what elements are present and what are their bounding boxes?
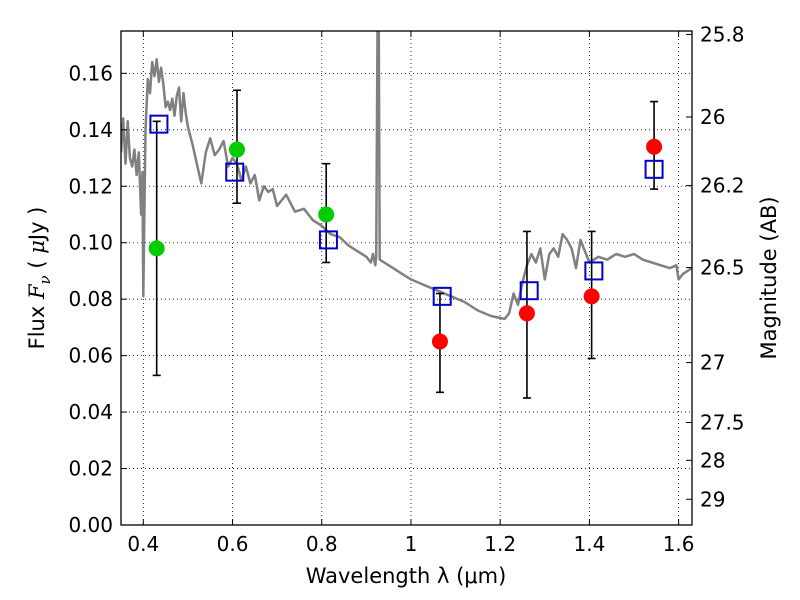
y-axis-title: Flux Fν ( μJy ) xyxy=(25,207,54,350)
tick-label-layer: 0.4 0.6 0.8 1 1.2 1.4 1.6 0.00 0.02 0.04 0.06 0.08 0… xyxy=(68,22,744,556)
y2-tick-label: 27.5 xyxy=(700,411,745,435)
y2-tick-label: 26.2 xyxy=(700,174,745,198)
y-tick-label: 0.04 xyxy=(68,400,113,424)
x-tick-label: 0.6 xyxy=(217,532,249,556)
x-tick-label: 1 xyxy=(405,532,418,556)
y2-tick-label: 29 xyxy=(700,487,725,511)
y-axis-title-text: Flux xyxy=(25,306,49,350)
x-tick-label: 1.6 xyxy=(663,532,695,556)
y2-tick-label: 28 xyxy=(700,448,725,472)
y-tick-label: 0.02 xyxy=(68,457,113,481)
x-tick-label: 0.4 xyxy=(127,532,159,556)
observed-flux-point xyxy=(583,288,600,305)
y2-tick-label: 26 xyxy=(700,105,725,129)
model-photometry-marker xyxy=(644,159,664,179)
spectrum-layer xyxy=(121,31,692,321)
y-axis-title-symbol: F xyxy=(25,283,49,300)
x-tick-label: 0.8 xyxy=(306,532,338,556)
observed-flux-point xyxy=(518,305,535,322)
model-photometry-marker xyxy=(149,114,169,134)
observed-flux-point xyxy=(228,141,245,158)
y-axis-title-symbol-sub: ν xyxy=(36,275,54,284)
y2-tick-label: 26.5 xyxy=(700,256,745,280)
points-layer xyxy=(148,114,664,350)
y2-axis-title: Magnitude (AB) xyxy=(757,196,781,359)
x-tick-label: 1.2 xyxy=(484,532,516,556)
y-tick-label: 0.16 xyxy=(68,61,113,85)
y-axis-title-units-mu: μ xyxy=(25,240,49,254)
y-tick-label: 0.06 xyxy=(68,344,113,368)
model-photometry-marker xyxy=(225,162,245,182)
observed-flux-point xyxy=(646,138,663,155)
y-tick-label: 0.00 xyxy=(68,513,113,537)
axes-layer xyxy=(120,30,693,526)
model-photometry-marker xyxy=(318,230,338,250)
y-tick-label: 0.14 xyxy=(68,118,113,142)
x-tick-label: 1.4 xyxy=(573,532,605,556)
y2-tick-label: 25.8 xyxy=(700,22,745,46)
model-photometry-marker xyxy=(519,281,539,301)
y-tick-label: 0.10 xyxy=(68,231,113,255)
observed-flux-point xyxy=(318,206,335,223)
x-axis-title: Wavelength λ (μm) xyxy=(306,564,507,588)
y-tick-label: 0.12 xyxy=(68,174,113,198)
model-photometry-marker xyxy=(584,261,604,281)
y-tick-label: 0.08 xyxy=(68,287,113,311)
model-photometry-marker xyxy=(432,286,452,306)
y-axis-title-units-open: ( xyxy=(25,254,49,269)
observed-flux-point xyxy=(431,333,448,350)
observed-flux-point xyxy=(148,240,165,257)
y-axis-title-units-rest: Jy ) xyxy=(25,207,49,243)
spectrum-line xyxy=(121,31,692,321)
y2-tick-label: 27 xyxy=(700,351,725,375)
plot-frame xyxy=(120,30,693,526)
